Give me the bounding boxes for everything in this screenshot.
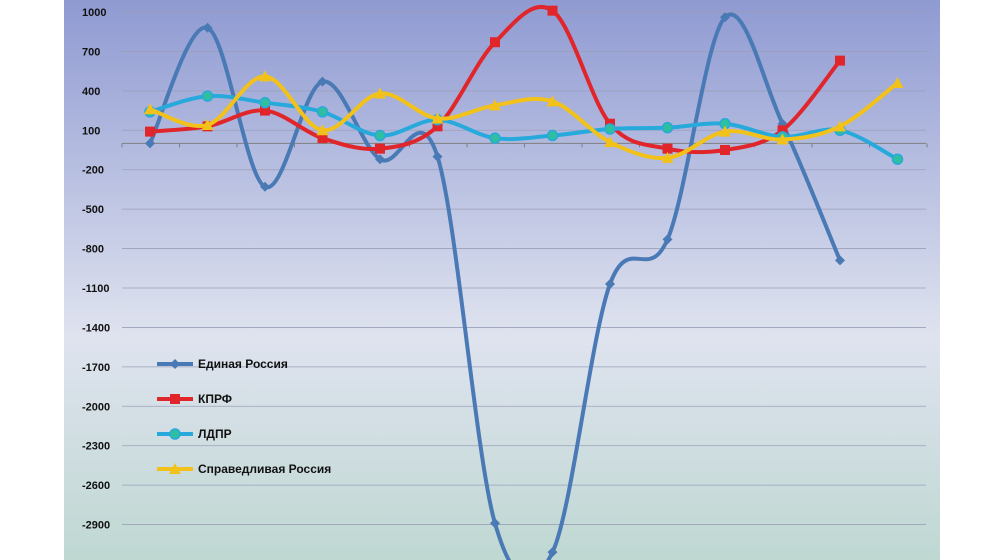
data-point — [662, 234, 673, 245]
data-point — [431, 112, 444, 124]
series-lines — [144, 4, 904, 560]
y-tick-label: -2600 — [82, 480, 110, 492]
data-point — [375, 143, 385, 154]
data-point — [547, 5, 558, 16]
y-tick-label: -2900 — [82, 520, 110, 532]
data-point — [776, 133, 789, 145]
data-point — [834, 120, 846, 132]
legend-marker — [169, 463, 181, 474]
data-point — [547, 547, 558, 558]
y-tick-label: 700 — [82, 46, 100, 58]
data-point — [605, 279, 615, 290]
series-4 — [144, 70, 904, 163]
data-point — [720, 145, 730, 155]
data-point — [317, 76, 328, 87]
legend-marker — [169, 428, 181, 440]
y-tick-label: -2000 — [82, 401, 110, 413]
y-tick-label: -200 — [82, 165, 104, 177]
legend-item: ЛДПР — [157, 427, 232, 441]
data-point — [260, 181, 270, 192]
data-point — [490, 518, 500, 529]
legend-marker — [170, 359, 180, 369]
data-point — [201, 90, 214, 102]
chart-background — [64, 0, 940, 560]
data-point — [662, 143, 673, 154]
data-point — [490, 37, 500, 48]
data-point — [719, 125, 731, 137]
legend-item: Единая Россия — [157, 357, 288, 371]
data-point — [489, 132, 501, 144]
legend: Единая Россия КПРФ ЛДПР Справедливая Россия — [157, 357, 331, 476]
data-point — [432, 151, 443, 162]
data-point — [661, 121, 674, 134]
data-point — [374, 87, 386, 99]
data-point — [661, 151, 674, 163]
data-point — [604, 136, 616, 148]
data-point — [259, 96, 271, 109]
data-point — [374, 129, 386, 142]
y-tick-label: -2300 — [82, 441, 110, 453]
data-point — [546, 95, 559, 107]
data-point — [835, 55, 845, 66]
data-point — [145, 138, 155, 149]
y-tick-label: -500 — [82, 204, 104, 216]
data-point — [432, 121, 443, 132]
y-tick-label: -800 — [82, 244, 104, 256]
data-point — [489, 99, 501, 111]
legend-label: ЛДПР — [198, 427, 232, 441]
legend-item: КПРФ — [157, 392, 232, 406]
data-point — [604, 123, 616, 135]
y-tick-label: -1100 — [82, 283, 110, 295]
data-point — [145, 126, 155, 137]
gridlines — [122, 11, 926, 525]
y-tick-label: -1700 — [82, 362, 110, 374]
data-point — [891, 153, 904, 165]
y-axis-tick-labels: 1000 700 400 100 -200 -500 -800 -1100 -1400 -1700… — [82, 7, 110, 560]
data-point — [259, 70, 271, 82]
data-point — [375, 154, 385, 165]
data-point — [144, 103, 156, 115]
data-point — [260, 105, 270, 116]
data-point — [316, 124, 329, 136]
data-point — [891, 76, 904, 88]
y-tick-label: 1000 — [82, 7, 106, 19]
y-tick-label: 400 — [82, 86, 100, 98]
legend-label: КПРФ — [198, 392, 232, 406]
data-point — [835, 255, 845, 266]
data-point — [777, 125, 788, 136]
legend-label: Справедливая Россия — [198, 462, 331, 476]
data-point — [202, 22, 213, 33]
y-tick-label: 100 — [82, 125, 100, 137]
y-tick-label: -1400 — [82, 322, 110, 334]
data-point — [317, 133, 328, 144]
legend-item: Справедливая Россия — [157, 462, 331, 476]
data-point — [316, 106, 329, 118]
data-point — [201, 119, 214, 131]
data-point — [546, 129, 559, 142]
data-point — [720, 12, 730, 23]
legend-marker — [170, 394, 180, 404]
legend-label: Единая Россия — [198, 357, 288, 371]
